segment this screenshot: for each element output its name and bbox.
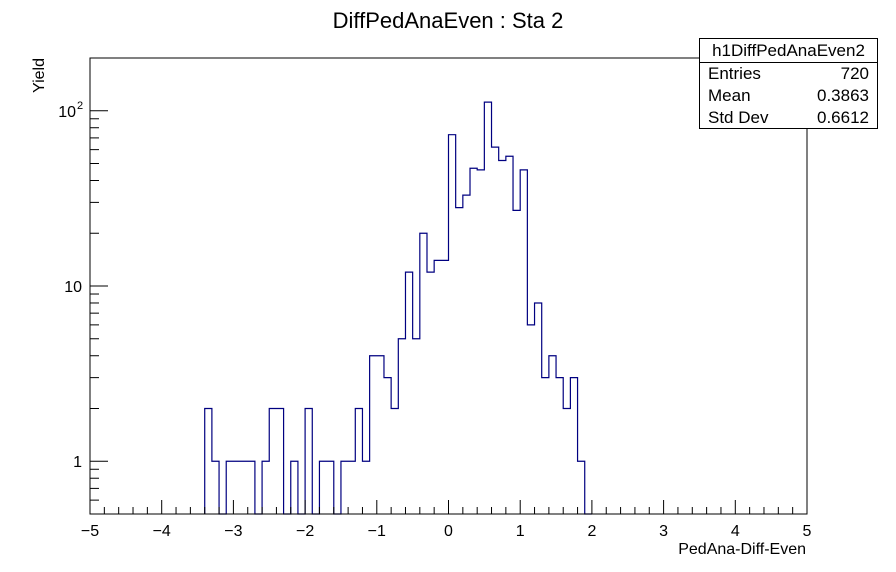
stats-histogram-name: h1DiffPedAnaEven2	[700, 39, 877, 63]
stats-stddev-label: Std Dev	[708, 108, 769, 127]
x-tick-label: −1	[368, 523, 386, 540]
histogram-bin	[549, 356, 556, 514]
y-tick-label: 10	[64, 279, 82, 296]
histogram-bin	[578, 461, 585, 514]
histogram-bin	[520, 170, 527, 514]
histogram-bin	[276, 408, 283, 514]
x-tick-label: −5	[81, 523, 99, 540]
histogram-bin	[527, 325, 534, 514]
histogram-bin	[241, 461, 248, 514]
histogram-bin	[535, 303, 542, 514]
histogram-bin	[233, 461, 240, 514]
x-tick-label: 3	[659, 523, 668, 540]
histogram-bin	[542, 378, 549, 514]
x-tick-label: 5	[803, 523, 812, 540]
stats-stddev-row: Std Dev 0.6612	[700, 107, 877, 129]
x-axis-label: PedAna-Diff-Even	[678, 541, 806, 558]
histogram-bin	[513, 210, 520, 514]
stats-entries-label: Entries	[708, 64, 761, 83]
histogram-bin	[484, 102, 491, 514]
histogram-bin	[413, 339, 420, 514]
histogram-bin	[470, 168, 477, 514]
x-tick-label: 2	[587, 523, 596, 540]
histogram-bin	[556, 378, 563, 514]
histogram-bin	[499, 161, 506, 514]
histogram-bin	[248, 461, 255, 514]
x-tick-label: −4	[153, 523, 171, 540]
histogram-bin	[427, 272, 434, 514]
histogram-bin	[391, 408, 398, 514]
histogram-bin	[355, 408, 362, 514]
histogram-bin	[341, 461, 348, 514]
histogram-bin	[384, 378, 391, 514]
plot-frame	[89, 57, 808, 515]
histogram-layer	[204, 101, 592, 515]
y-tick-label: 10	[58, 104, 76, 121]
stats-stddev-value: 0.6612	[817, 108, 869, 127]
histogram-bin	[398, 339, 405, 514]
histogram-bin	[405, 272, 412, 514]
histogram-bin	[456, 208, 463, 514]
histogram-bin	[420, 233, 427, 514]
histogram-bin	[205, 408, 212, 514]
x-tick-label: −2	[296, 523, 314, 540]
histogram-bin	[570, 378, 577, 514]
histogram-bin	[492, 147, 499, 514]
histogram-bin	[506, 156, 513, 514]
histogram-outline	[204, 101, 592, 515]
histogram-bin	[348, 461, 355, 514]
histogram-bin	[377, 356, 384, 514]
y-axis-label: Yield	[31, 58, 48, 93]
x-tick-label: 4	[731, 523, 740, 540]
histogram-bin	[434, 260, 441, 514]
histogram-bin	[362, 461, 369, 514]
histogram-bin	[319, 461, 326, 514]
stats-box: h1DiffPedAnaEven2 Entries 720 Mean 0.386…	[699, 38, 878, 129]
stats-mean-value: 0.3863	[817, 86, 869, 105]
stats-mean-row: Mean 0.3863	[700, 85, 877, 107]
histogram-bin	[212, 461, 219, 514]
chart-title: DiffPedAnaEven : Sta 2	[332, 8, 564, 33]
histogram-bin	[262, 461, 269, 514]
histogram-bin	[327, 461, 334, 514]
histogram-bin	[226, 461, 233, 514]
y-tick-label: 1	[73, 454, 82, 471]
histogram-bin	[477, 170, 484, 514]
histogram-bin	[449, 135, 456, 514]
histogram-bin	[269, 408, 276, 514]
y-tick-exponent: 2	[77, 100, 83, 112]
histogram-bin	[305, 408, 312, 514]
stats-entries-row: Entries 720	[700, 63, 877, 85]
histogram-bin	[370, 356, 377, 514]
x-tick-label: 0	[444, 523, 453, 540]
histogram-bin	[463, 195, 470, 514]
histogram-bin	[563, 408, 570, 514]
histogram-bin	[441, 260, 448, 514]
stats-mean-label: Mean	[708, 86, 751, 105]
stats-entries-value: 720	[840, 64, 869, 83]
histogram-bin	[291, 461, 298, 514]
x-tick-label: −3	[224, 523, 242, 540]
x-tick-label: 1	[516, 523, 525, 540]
